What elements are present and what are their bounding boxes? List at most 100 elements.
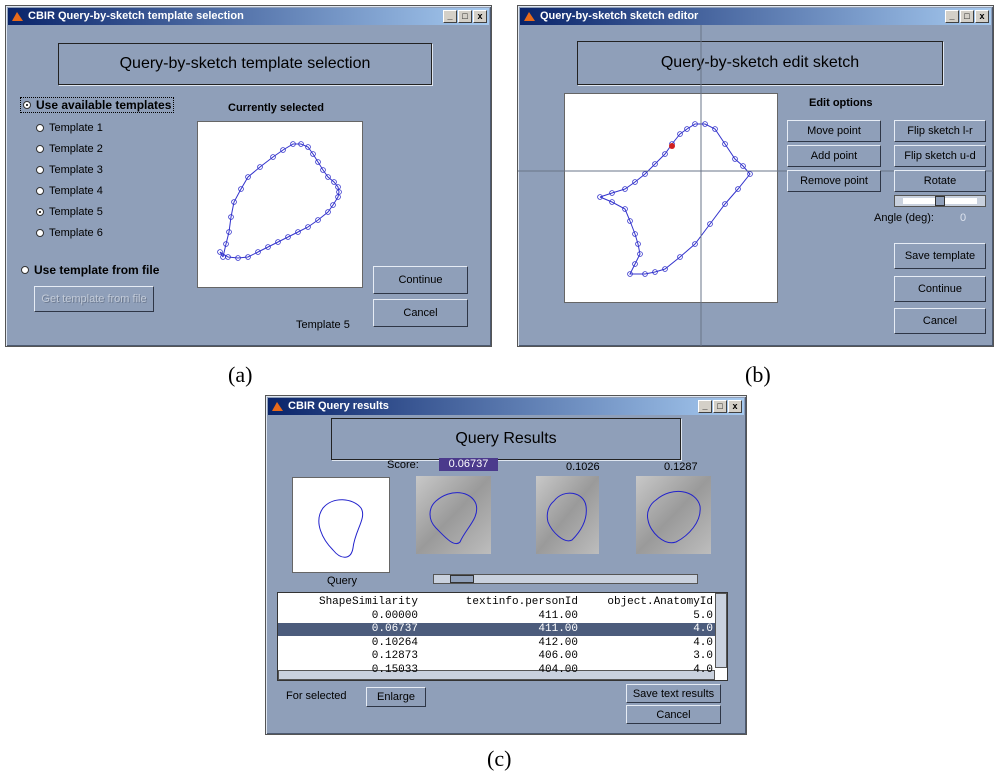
table-cell: 404.00 bbox=[428, 664, 578, 677]
title-bar: Query-by-sketch sketch editor _□x bbox=[520, 8, 991, 25]
get-file-button[interactable]: Get template from file bbox=[34, 286, 154, 312]
radio-label: Template 2 bbox=[49, 143, 103, 155]
scroll-thumb[interactable] bbox=[450, 575, 474, 583]
edit-button[interactable]: Move point bbox=[787, 120, 881, 142]
thumbnail-scrollbar[interactable] bbox=[433, 574, 698, 584]
radio-label: Template 1 bbox=[49, 122, 103, 134]
heading: Query Results bbox=[331, 418, 681, 460]
table-cell: 0.15033 bbox=[278, 664, 418, 677]
template-radio[interactable]: Template 1 bbox=[36, 122, 103, 134]
score: 0.1287 bbox=[664, 461, 698, 473]
table-cell: 411.00 bbox=[428, 623, 578, 636]
enlarge-button[interactable]: Enlarge bbox=[366, 687, 426, 707]
result-thumbnail[interactable] bbox=[636, 476, 711, 554]
radio-label: Template 6 bbox=[49, 227, 103, 239]
for-selected-label: For selected bbox=[286, 690, 347, 702]
edit-button[interactable]: Remove point bbox=[787, 170, 881, 192]
table-vscroll[interactable] bbox=[715, 593, 727, 668]
edit-options-label: Edit options bbox=[809, 97, 873, 109]
radio-dot bbox=[21, 266, 29, 274]
radio-dot bbox=[36, 166, 44, 174]
score: 0.1026 bbox=[566, 461, 600, 473]
continue-button[interactable]: Continue bbox=[894, 276, 986, 302]
caption: (b) bbox=[745, 362, 771, 388]
edit-button[interactable]: Flip sketch l-r bbox=[894, 120, 986, 142]
minimize[interactable]: _ bbox=[945, 10, 959, 23]
minimize[interactable]: _ bbox=[443, 10, 457, 23]
edit-button[interactable]: Rotate bbox=[894, 170, 986, 192]
close[interactable]: x bbox=[975, 10, 989, 23]
result-thumbnail[interactable] bbox=[416, 476, 491, 554]
angle-slider[interactable] bbox=[894, 195, 986, 207]
maximize[interactable]: □ bbox=[458, 10, 472, 23]
edit-button[interactable]: Add point bbox=[787, 145, 881, 167]
table-cell: 5.0 bbox=[588, 610, 713, 623]
template-radio[interactable]: Template 6 bbox=[36, 227, 103, 239]
close[interactable]: x bbox=[728, 400, 742, 413]
window-sketch-editor: Query-by-sketch sketch editor _□x Query-… bbox=[517, 5, 994, 347]
table-cell: 0.06737 bbox=[278, 623, 418, 636]
table-row[interactable]: 0.10264 412.00 4.0 bbox=[278, 637, 715, 650]
continue-button[interactable]: Continue bbox=[373, 266, 468, 294]
app-icon bbox=[271, 400, 284, 413]
radio-dot bbox=[36, 124, 44, 132]
template-radio[interactable]: Template 2 bbox=[36, 143, 103, 155]
radio-available[interactable]: Use available templates bbox=[21, 98, 173, 112]
title-bar: CBIR Query results _□x bbox=[268, 398, 744, 415]
table-cell: 0.00000 bbox=[278, 610, 418, 623]
window-title: CBIR Query results bbox=[288, 400, 389, 412]
window-title: CBIR Query-by-sketch template selection bbox=[28, 10, 244, 22]
template-radio[interactable]: Template 5 bbox=[36, 206, 103, 218]
window-controls: _□x bbox=[443, 10, 487, 23]
caption: (c) bbox=[487, 746, 511, 772]
radio-dot bbox=[23, 101, 31, 109]
angle-label: Angle (deg): bbox=[874, 212, 934, 224]
table-cell: 0.10264 bbox=[278, 637, 418, 650]
radio-dot bbox=[36, 145, 44, 153]
table-cell: 0.12873 bbox=[278, 650, 418, 663]
query-label: Query bbox=[327, 575, 357, 587]
minimize[interactable]: _ bbox=[698, 400, 712, 413]
window-controls: _□x bbox=[698, 400, 742, 413]
radio-label: Template 4 bbox=[49, 185, 103, 197]
window-title: Query-by-sketch sketch editor bbox=[540, 10, 698, 22]
table-cell: 406.00 bbox=[428, 650, 578, 663]
cancel-button[interactable]: Cancel bbox=[373, 299, 468, 327]
table-cell: 3.0 bbox=[588, 650, 713, 663]
maximize[interactable]: □ bbox=[713, 400, 727, 413]
radio-label: Use available templates bbox=[36, 98, 171, 112]
angle-value: 0 bbox=[960, 212, 966, 224]
table-cell: 4.0 bbox=[588, 623, 713, 636]
page: { "captions": {"a": "(a)", "b": "(b)", "… bbox=[0, 0, 994, 776]
title-bar: CBIR Query-by-sketch template selection … bbox=[8, 8, 489, 25]
close[interactable]: x bbox=[473, 10, 487, 23]
table-cell: 4.0 bbox=[588, 637, 713, 650]
cancel-button[interactable]: Cancel bbox=[626, 705, 721, 724]
radio-dot bbox=[36, 187, 44, 195]
maximize[interactable]: □ bbox=[960, 10, 974, 23]
result-thumbnail[interactable] bbox=[536, 476, 599, 554]
table-cell: ShapeSimilarity bbox=[278, 596, 418, 609]
template-radio[interactable]: Template 4 bbox=[36, 185, 103, 197]
save-template-button[interactable]: Save template bbox=[894, 243, 986, 269]
template-preview bbox=[197, 121, 363, 288]
table-row-selected[interactable]: 0.06737 411.00 4.0 bbox=[278, 623, 715, 636]
table-cell: 412.00 bbox=[428, 637, 578, 650]
radio-file[interactable]: Use template from file bbox=[21, 263, 159, 277]
slider-thumb[interactable] bbox=[935, 196, 945, 206]
radio-label: Use template from file bbox=[34, 263, 159, 277]
table-row[interactable]: 0.12873 406.00 3.0 bbox=[278, 650, 715, 663]
window-query-results: CBIR Query results _□x Query Results Sco… bbox=[265, 395, 747, 735]
edit-button[interactable]: Flip sketch u-d bbox=[894, 145, 986, 167]
cancel-button[interactable]: Cancel bbox=[894, 308, 986, 334]
caption: (a) bbox=[228, 362, 252, 388]
template-radio[interactable]: Template 3 bbox=[36, 164, 103, 176]
app-icon bbox=[11, 10, 24, 23]
table-cell: textinfo.personId bbox=[428, 596, 578, 609]
score-selected[interactable]: 0.06737 bbox=[439, 458, 498, 471]
save-text-button[interactable]: Save text results bbox=[626, 684, 721, 703]
